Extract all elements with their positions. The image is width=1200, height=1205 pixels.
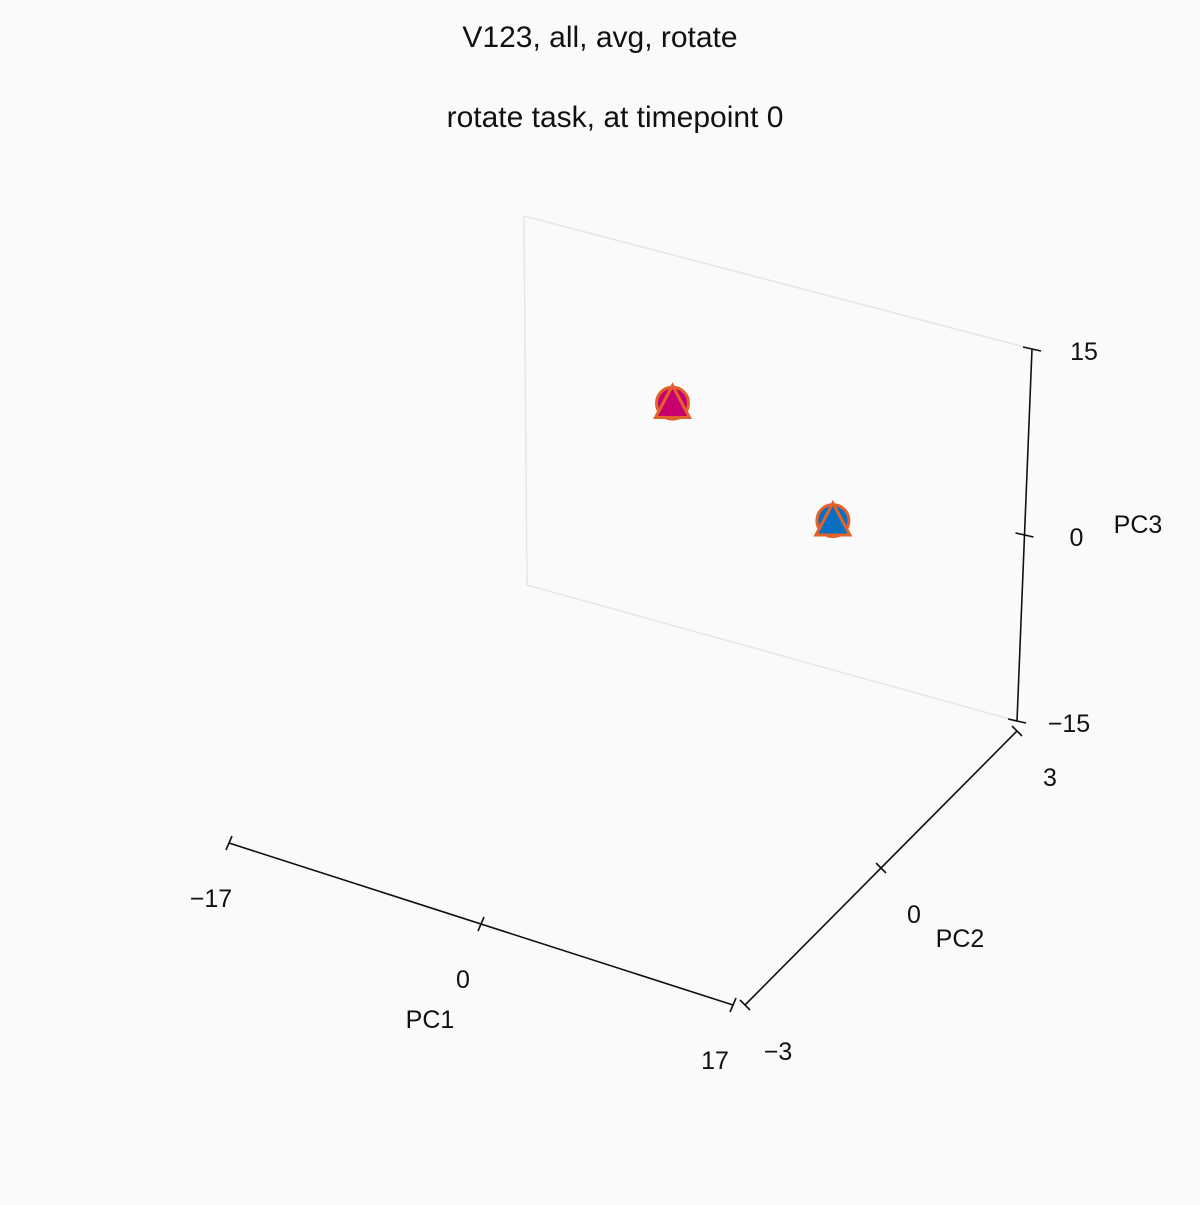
pc3-axis-label: PC3: [1114, 511, 1163, 539]
back-pane-edge-top: [523, 215, 1033, 350]
pc3-tick: [1007, 718, 1027, 724]
point-triangle-series-4: [813, 499, 853, 537]
back-panes: [523, 215, 1033, 722]
pc3-tick: [1022, 346, 1042, 352]
pc2-tick-label: 0: [907, 901, 921, 929]
pc2-axis-label: PC2: [936, 925, 985, 953]
pc1-tick: [729, 997, 737, 1013]
pc2-tick-label: −3: [764, 1038, 793, 1066]
pc3-tick: [1015, 532, 1034, 538]
chart-subtitle: rotate task, at timepoint 0: [447, 101, 784, 134]
pc2-tick: [875, 862, 887, 874]
pc3-tick-label: −15: [1048, 710, 1090, 738]
data-points: [652, 382, 853, 539]
pc1-tick: [225, 835, 233, 851]
pc1-tick-label: 17: [701, 1047, 729, 1075]
pc3-tick-label: 15: [1070, 338, 1098, 366]
pc2-tick: [739, 999, 751, 1011]
pc1-axis-label: PC1: [406, 1006, 455, 1034]
chart-title: V123, all, avg, rotate: [462, 21, 737, 54]
pc1-tick: [477, 916, 485, 932]
pc1-tick-label: 0: [456, 966, 470, 994]
axes-group: −17 0 17 PC1 −3 0 3 PC2 −15 0 15 PC3: [190, 338, 1163, 1075]
pc2-tick: [1011, 725, 1023, 737]
back-pane-edge-left: [523, 215, 1018, 722]
point-triangle-series-2: [652, 382, 692, 419]
pc3-tick-label: 0: [1070, 524, 1084, 552]
pc1-tick-label: −17: [190, 885, 232, 913]
pc2-tick-label: 3: [1043, 764, 1057, 792]
